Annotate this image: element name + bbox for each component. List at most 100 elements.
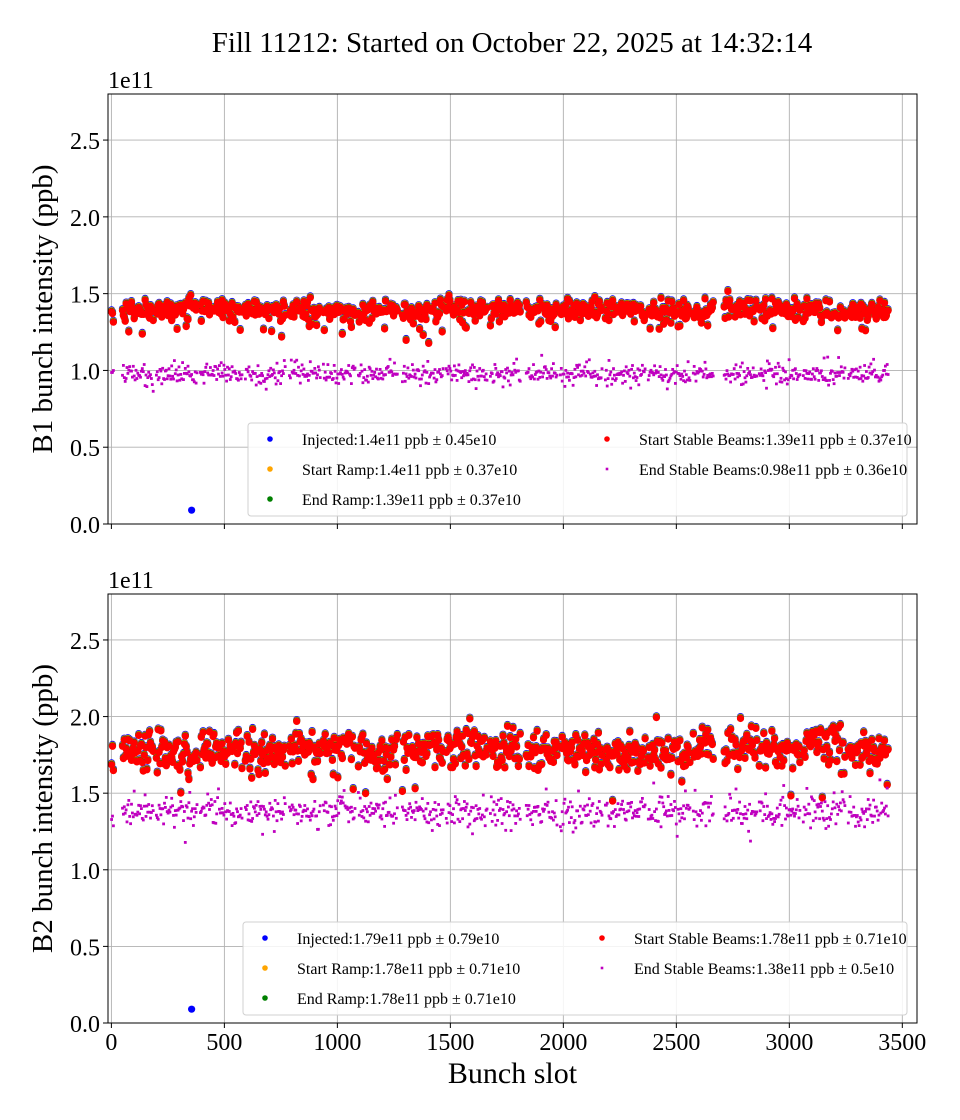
point-end-stable-beams [792,377,795,381]
point-end-stable-beams [172,377,175,381]
point-end-stable-beams [693,372,697,376]
point-end-stable-beams [646,378,650,382]
point-end-stable-beams [265,376,269,380]
point-end-stable-beams [298,374,301,378]
point-start-stable-beams [231,318,239,327]
point-end-stable-beams [585,360,588,364]
point-end-stable-beams [593,369,597,373]
point-end-stable-beams [512,362,516,365]
point-end-stable-beams [475,369,479,373]
point-end-stable-beams [568,378,571,382]
point-end-stable-beams [384,373,387,377]
point-end-stable-beams [732,367,736,370]
point-end-stable-beams [838,374,841,377]
point-end-stable-beams [833,371,837,375]
point-end-stable-beams [376,377,380,381]
point-end-stable-beams [122,364,125,367]
point-start-stable-beams [446,297,454,305]
point-end-stable-beams [647,374,651,377]
point-end-stable-beams [830,369,834,373]
point-end-stable-beams [687,376,691,380]
point-end-stable-beams [463,369,467,372]
point-end-stable-beams [427,382,431,385]
point-start-stable-beams [381,325,389,333]
point-end-stable-beams [859,377,863,380]
point-end-stable-beams [692,365,696,368]
point-end-stable-beams [505,371,508,375]
point-end-stable-beams [762,379,766,382]
point-end-stable-beams [445,369,449,373]
point-end-stable-beams [828,379,831,382]
point-end-stable-beams [448,367,452,370]
point-start-stable-beams [108,310,117,318]
point-start-stable-beams [701,295,709,303]
point-start-stable-beams [121,317,129,325]
point-end-stable-beams [656,370,660,374]
point-end-stable-beams [861,379,865,383]
point-end-stable-beams [467,380,471,383]
point-start-stable-beams [646,325,654,333]
point-end-stable-beams [128,365,132,368]
b2-intensity-plot: 0 500 1000 1500 2000 2500 3000 35000.00.51.01.5… [27,568,926,1090]
point-end-stable-beams [249,374,253,378]
point-end-stable-beams [292,368,296,372]
point-end-stable-beams [567,375,570,379]
point-end-stable-beams [342,377,346,381]
point-end-stable-beams [421,364,425,368]
point-start-stable-beams [816,304,824,312]
point-end-stable-beams [533,377,536,381]
point-end-stable-beams [272,371,276,375]
point-end-stable-beams [215,378,219,381]
point-start-stable-beams [435,310,444,318]
point-end-stable-beams [846,377,850,380]
point-end-stable-beams [760,371,764,375]
point-end-stable-beams [588,372,592,376]
legend-marker [267,496,273,502]
point-start-stable-beams [605,317,613,325]
point-end-stable-beams [869,362,873,366]
point-end-stable-beams [843,366,847,370]
point-end-stable-beams [612,367,615,370]
point-end-stable-beams [820,369,823,373]
point-end-stable-beams [822,356,826,360]
point-start-stable-beams [173,325,181,333]
point-end-stable-beams [559,367,563,370]
point-end-stable-beams [552,362,555,365]
point-end-stable-beams [566,371,569,375]
legend-label: Start Stable Beams:1.39e11 ppb ± 0.37e10 [639,432,912,449]
point-end-stable-beams [254,383,258,387]
point-end-stable-beams [229,375,233,379]
point-end-stable-beams [545,377,549,380]
legend-label: End Ramp:1.39e11 ppb ± 0.37e10 [302,492,521,509]
point-end-stable-beams [837,356,840,359]
point-start-stable-beams [138,330,146,338]
point-end-stable-beams [738,374,741,377]
point-end-stable-beams [267,369,271,373]
point-end-stable-beams [518,379,522,383]
point-end-stable-beams [490,372,494,375]
point-end-stable-beams [527,367,531,370]
point-end-stable-beams [186,364,190,368]
point-end-stable-beams [744,380,748,384]
point-end-stable-beams [723,373,727,376]
point-end-stable-beams [879,378,883,382]
point-end-stable-beams [174,368,178,372]
y-tick-label: 0.5 [70,436,100,462]
point-end-stable-beams [295,358,299,362]
point-end-stable-beams [424,381,428,385]
point-end-stable-beams [748,370,751,374]
point-end-stable-beams [749,373,752,377]
point-end-stable-beams [274,382,278,386]
point-end-stable-beams [485,378,489,382]
point-end-stable-beams [473,378,477,382]
point-start-stable-beams [306,294,314,302]
point-end-stable-beams [839,365,843,369]
point-end-stable-beams [402,364,406,368]
point-end-stable-beams [446,372,450,376]
point-end-stable-beams [703,360,707,364]
point-end-stable-beams [751,366,755,370]
point-start-stable-beams [861,327,870,335]
point-end-stable-beams [813,377,817,381]
point-end-stable-beams [142,363,146,366]
